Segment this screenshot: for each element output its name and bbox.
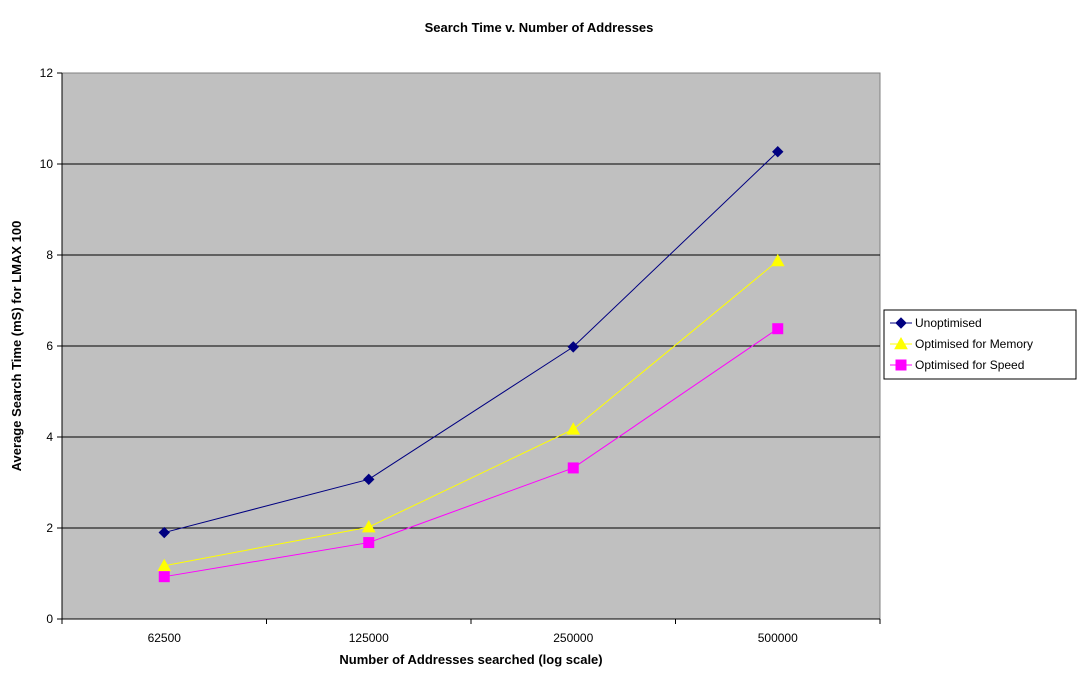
data-point (363, 537, 375, 549)
legend-entry: Optimised for Memory (890, 336, 1033, 351)
x-axis-title: Number of Addresses searched (log scale) (339, 652, 602, 667)
series-line (164, 151, 779, 534)
data-point (772, 146, 784, 158)
series-2 (158, 323, 784, 583)
y-tick-labels: 0 2 4 6 8 10 12 (40, 66, 54, 626)
data-point (772, 323, 784, 335)
series-line (164, 328, 779, 578)
data-point (361, 520, 376, 533)
legend-entry: Unoptimised (890, 316, 982, 330)
legend-label: Optimised for Memory (915, 337, 1033, 351)
x-tick-label: 62500 (148, 631, 182, 645)
x-tick-label: 500000 (758, 631, 798, 645)
legend-box (883, 309, 1077, 380)
series-1 (157, 253, 785, 572)
data-point (157, 558, 172, 572)
legend-label: Optimised for Speed (915, 358, 1024, 372)
gridlines (62, 163, 880, 529)
data-point (567, 341, 579, 353)
data-point (158, 571, 170, 583)
series (157, 146, 785, 583)
y-axis-title: Average Search Time (mS) for LMAX 100 (9, 221, 24, 472)
y-tick-label: 4 (46, 430, 53, 444)
legend-entry: Optimised for Speed (890, 358, 1024, 372)
legend-marker (894, 336, 908, 350)
legend-marker (895, 359, 907, 371)
legend-marker (895, 317, 907, 329)
data-point (363, 473, 375, 486)
x-tick-label: 125000 (349, 631, 389, 645)
data-point (567, 462, 579, 474)
legend: Unoptimised Optimised for Memory Optimised… (883, 309, 1077, 380)
y-tick-label: 6 (46, 339, 53, 353)
y-tick-label: 2 (46, 521, 53, 535)
data-point (158, 526, 170, 539)
y-tick-label: 12 (40, 66, 54, 80)
legend-label: Unoptimised (915, 316, 982, 330)
x-tick-labels: 62500 125000 250000 500000 (148, 631, 799, 645)
y-tick-label: 8 (46, 248, 53, 262)
series-line (164, 260, 779, 567)
y-tick-label: 0 (46, 612, 53, 626)
data-point (770, 253, 785, 267)
x-tick-label: 250000 (553, 631, 593, 645)
y-tick-label: 10 (40, 157, 54, 171)
series-0 (158, 146, 784, 539)
chart-title: Search Time v. Number of Addresses (425, 20, 654, 35)
data-point (566, 422, 581, 435)
axes (57, 72, 881, 624)
